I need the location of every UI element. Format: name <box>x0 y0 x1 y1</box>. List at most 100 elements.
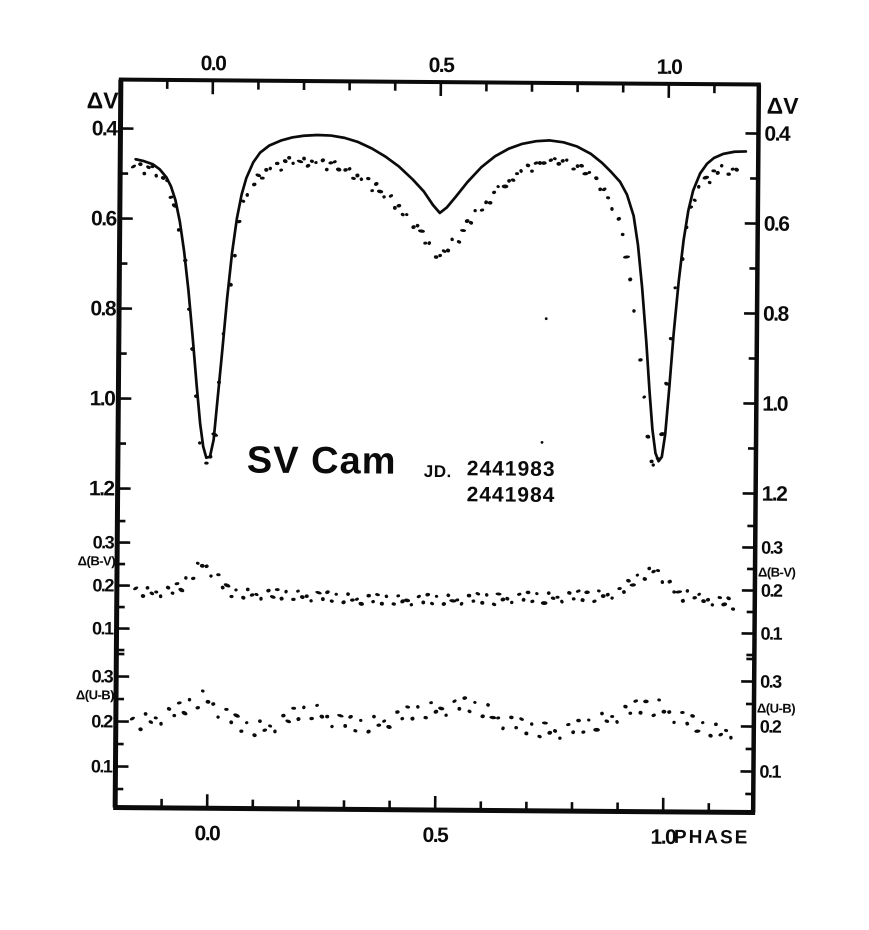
observed-delta-v-point <box>187 307 191 311</box>
observed-delta-u-b-point <box>701 721 705 725</box>
observed-delta-v-point <box>514 172 520 176</box>
observed-delta-b-v-point <box>705 597 711 602</box>
observed-delta-u-b-point <box>172 713 177 718</box>
observed-delta-u-b-point <box>633 699 639 703</box>
observed-delta-v-point <box>632 309 636 313</box>
observed-delta-u-b-point <box>205 699 211 704</box>
observed-delta-b-v-point <box>500 597 506 602</box>
observed-delta-v-point <box>484 200 489 205</box>
observed-delta-b-v-point <box>655 569 661 573</box>
observed-delta-v-point <box>587 170 592 174</box>
x-tick-label-bottom: 1.0 <box>650 826 676 849</box>
observed-delta-v-point <box>659 432 666 437</box>
observed-delta-v-point <box>565 158 569 162</box>
observed-delta-v-point <box>464 219 470 224</box>
observed-delta-b-v-point <box>685 589 690 593</box>
observed-delta-b-v-point <box>249 593 255 597</box>
observed-delta-u-b-point <box>643 699 649 704</box>
observed-delta-v-point <box>492 190 497 195</box>
observed-delta-v-point <box>154 173 158 178</box>
observed-delta-u-b-point <box>325 714 330 719</box>
observed-delta-u-b-point <box>486 703 490 707</box>
observed-delta-u-b-point <box>600 711 604 716</box>
observed-delta-b-v-point <box>149 591 155 596</box>
observed-delta-v-point <box>359 177 364 182</box>
observed-delta-b-v-point <box>441 602 447 606</box>
observed-delta-b-v-point <box>680 598 685 603</box>
observed-delta-v-point <box>355 173 360 178</box>
observed-delta-v-point <box>252 182 257 187</box>
observed-delta-v-point <box>279 168 284 172</box>
observed-delta-v-point <box>208 454 213 459</box>
bv-axis-label-left: Δ(B-V) <box>77 553 116 569</box>
observed-delta-u-b-point <box>438 706 445 711</box>
observed-delta-b-v-point <box>223 583 231 588</box>
observed-delta-b-v-point <box>204 564 209 569</box>
observed-delta-b-v-point <box>455 598 460 602</box>
observed-delta-b-v-point <box>626 578 631 583</box>
observed-delta-b-v-point <box>358 601 365 606</box>
observed-delta-v-point <box>211 432 219 437</box>
observed-delta-u-b-point <box>229 720 234 725</box>
observed-delta-v-point <box>373 181 379 186</box>
observed-delta-v-point <box>183 258 188 263</box>
observed-delta-u-b-point <box>587 718 591 722</box>
observed-delta-u-b-point <box>337 713 344 718</box>
observed-delta-v-point <box>130 164 137 169</box>
y-tick-label-right: 0.1 <box>759 762 781 782</box>
observed-delta-b-v-point <box>409 603 414 607</box>
y-tick-label-right: 0.8 <box>763 303 790 326</box>
observed-delta-u-b-point <box>187 697 192 702</box>
observed-delta-v-point <box>601 187 607 192</box>
observed-delta-v-point <box>598 187 603 192</box>
observed-delta-b-v-point <box>517 592 522 596</box>
observed-delta-b-v-point <box>279 596 284 601</box>
observed-delta-u-b-point <box>200 689 205 693</box>
observed-delta-b-v-point <box>195 561 200 565</box>
observed-delta-u-b-point <box>400 716 405 721</box>
observed-delta-u-b-point <box>553 729 558 733</box>
observed-delta-v-point <box>707 180 712 185</box>
y-tick-label-right: 0.6 <box>764 213 790 236</box>
observed-delta-v-point <box>556 161 562 166</box>
scan-speck <box>544 317 548 321</box>
y-tick-label-left: 0.8 <box>90 297 117 320</box>
observed-delta-b-v-point <box>174 582 180 586</box>
observed-delta-v-point <box>525 163 531 168</box>
observed-delta-b-v-point <box>396 594 401 598</box>
y-tick-label-left: 0.2 <box>91 711 113 731</box>
observed-delta-v-point <box>255 173 262 178</box>
observed-delta-v-point <box>594 176 599 181</box>
observed-delta-v-point <box>291 161 295 165</box>
observed-delta-v-point <box>692 198 697 202</box>
y-tick-label-left: 0.2 <box>92 575 114 595</box>
observed-delta-v-point <box>575 164 580 169</box>
observed-delta-b-v-point <box>560 599 564 604</box>
observed-delta-u-b-point <box>685 721 690 726</box>
observed-delta-u-b-point <box>462 696 468 700</box>
observed-delta-v-point <box>216 380 222 385</box>
ub-axis-label-right: Δ(U-B) <box>756 700 796 716</box>
observed-delta-b-v-point <box>610 596 614 600</box>
observed-delta-u-b-point <box>348 714 353 719</box>
observed-delta-b-v-point <box>191 576 196 581</box>
observed-delta-v-point <box>610 207 614 211</box>
observed-delta-b-v-point <box>421 600 426 605</box>
observed-delta-u-b-point <box>473 700 477 704</box>
observed-delta-u-b-point <box>593 727 600 732</box>
observed-delta-v-point <box>469 220 474 225</box>
observed-delta-u-b-point <box>651 713 656 718</box>
observed-delta-v-point <box>680 256 685 261</box>
observed-delta-v-point <box>726 172 731 176</box>
observed-delta-u-b-point <box>376 723 382 727</box>
y-tick-label-right: 0.3 <box>760 672 782 692</box>
observed-delta-u-b-point <box>148 720 154 724</box>
observed-delta-v-point <box>620 232 625 237</box>
observed-delta-u-b-point <box>489 715 497 720</box>
observed-delta-v-point <box>579 163 584 168</box>
observed-delta-u-b-point <box>245 721 249 725</box>
bv-axis-label-right: Δ(B-V) <box>757 564 796 580</box>
observed-delta-b-v-point <box>446 593 451 598</box>
observed-delta-v-point <box>405 213 409 217</box>
